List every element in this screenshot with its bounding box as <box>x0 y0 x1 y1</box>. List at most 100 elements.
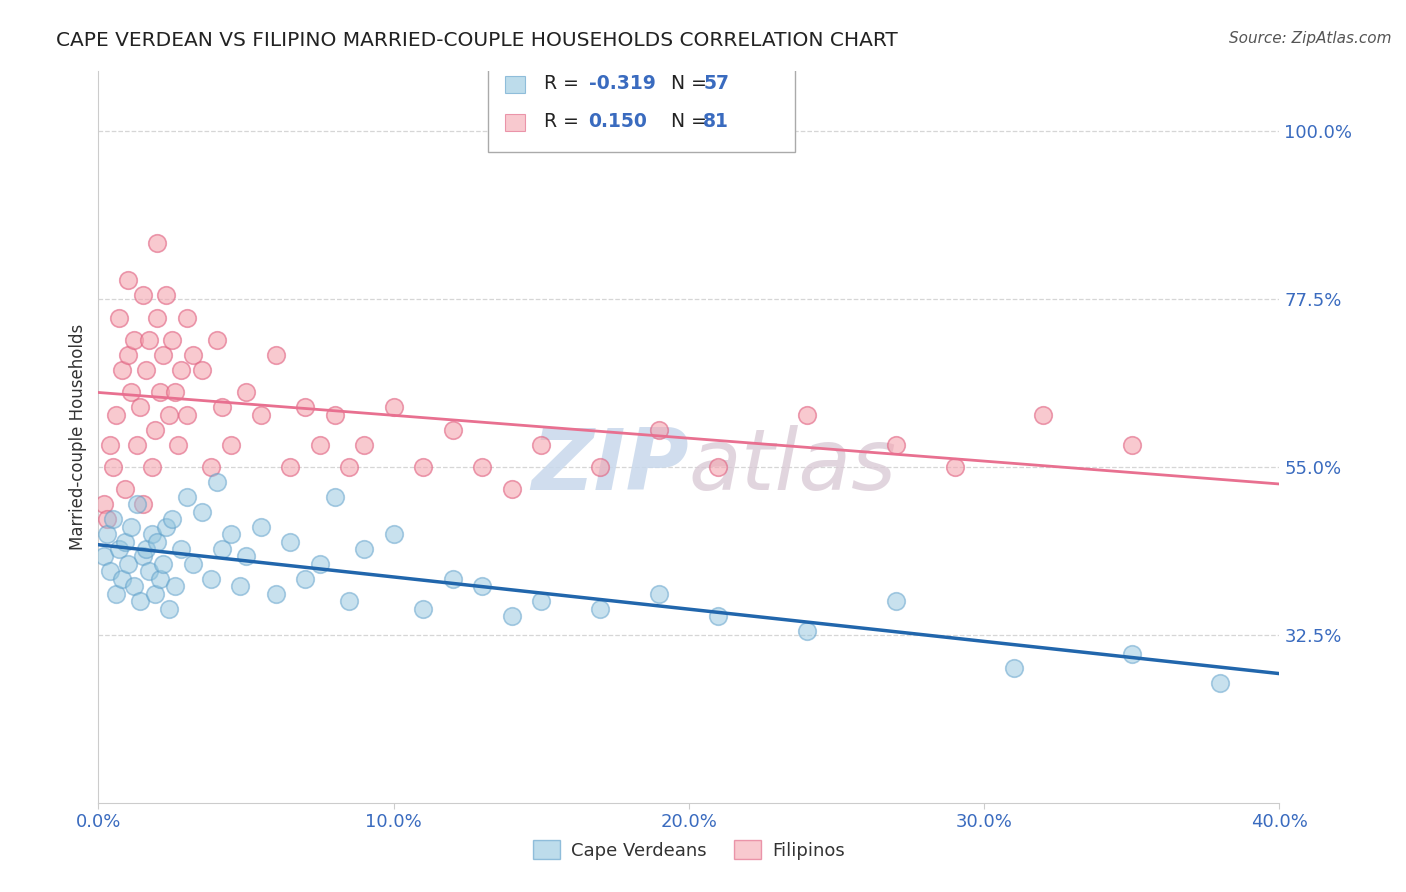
Point <box>167 437 190 451</box>
Point <box>103 512 125 526</box>
Point <box>1209 676 1232 690</box>
Point <box>200 572 222 586</box>
Point <box>235 549 257 564</box>
Point <box>152 348 174 362</box>
Point <box>105 408 128 422</box>
Point <box>1002 661 1025 675</box>
Text: -0.319: -0.319 <box>589 73 655 93</box>
Point <box>221 437 243 451</box>
Point <box>132 497 155 511</box>
Point <box>250 519 273 533</box>
Point <box>108 310 131 325</box>
Point <box>382 401 405 415</box>
Point <box>707 459 730 474</box>
Point <box>181 557 204 571</box>
Point <box>149 572 172 586</box>
Point <box>205 475 228 489</box>
Point <box>796 624 818 639</box>
Point <box>412 601 434 615</box>
Point <box>250 408 273 422</box>
Legend: Cape Verdeans, Filipinos: Cape Verdeans, Filipinos <box>526 833 852 867</box>
Point <box>382 527 405 541</box>
Point <box>339 459 361 474</box>
Point <box>1032 408 1054 422</box>
Text: R =: R = <box>544 73 585 93</box>
Point <box>152 557 174 571</box>
Point <box>170 542 193 557</box>
Point <box>441 423 464 437</box>
Point <box>200 459 222 474</box>
Point <box>353 542 375 557</box>
Point <box>323 490 346 504</box>
Point <box>235 385 257 400</box>
Point <box>122 579 145 593</box>
Text: N =: N = <box>659 112 713 130</box>
Point <box>155 288 177 302</box>
Point <box>122 333 145 347</box>
Point <box>96 527 118 541</box>
Point <box>135 363 157 377</box>
Point <box>135 542 157 557</box>
Point <box>205 333 228 347</box>
Point <box>108 542 131 557</box>
Point <box>191 505 214 519</box>
FancyBboxPatch shape <box>505 114 526 131</box>
Point <box>125 497 148 511</box>
Point <box>280 459 302 474</box>
Text: Source: ZipAtlas.com: Source: ZipAtlas.com <box>1229 31 1392 46</box>
Point <box>146 534 169 549</box>
Point <box>471 579 494 593</box>
Point <box>589 601 612 615</box>
Point <box>707 609 730 624</box>
Point <box>221 527 243 541</box>
Point <box>114 483 136 497</box>
Point <box>96 512 118 526</box>
Point <box>98 565 121 579</box>
Point <box>648 423 671 437</box>
Point <box>530 594 553 608</box>
Point <box>132 549 155 564</box>
Point <box>191 363 214 377</box>
Text: atlas: atlas <box>689 425 897 508</box>
Point <box>264 587 287 601</box>
Text: R =: R = <box>544 112 591 130</box>
Point <box>157 601 180 615</box>
Point <box>943 459 966 474</box>
Point <box>294 401 316 415</box>
Point <box>117 557 139 571</box>
Point <box>132 288 155 302</box>
Point <box>93 549 115 564</box>
Text: N =: N = <box>659 73 713 93</box>
Point <box>280 534 302 549</box>
Point <box>309 557 332 571</box>
Point <box>128 401 150 415</box>
Point <box>589 459 612 474</box>
Point <box>111 363 134 377</box>
Point <box>229 579 252 593</box>
Point <box>309 437 332 451</box>
Point <box>211 401 233 415</box>
Point <box>162 512 183 526</box>
Point <box>1121 647 1143 661</box>
Point <box>339 594 361 608</box>
Point <box>98 437 121 451</box>
Point <box>796 408 818 422</box>
Point <box>162 333 183 347</box>
Point <box>323 408 346 422</box>
Point <box>103 459 125 474</box>
Point <box>146 310 169 325</box>
Point <box>143 423 166 437</box>
Point <box>138 565 160 579</box>
Point <box>155 519 177 533</box>
Point <box>111 572 134 586</box>
Point <box>141 527 163 541</box>
Point <box>294 572 316 586</box>
Point <box>884 594 907 608</box>
Y-axis label: Married-couple Households: Married-couple Households <box>69 324 87 550</box>
Point <box>165 385 187 400</box>
Point <box>146 235 169 250</box>
Point <box>471 459 494 474</box>
Point <box>176 310 198 325</box>
Point <box>884 437 907 451</box>
Point <box>170 363 193 377</box>
